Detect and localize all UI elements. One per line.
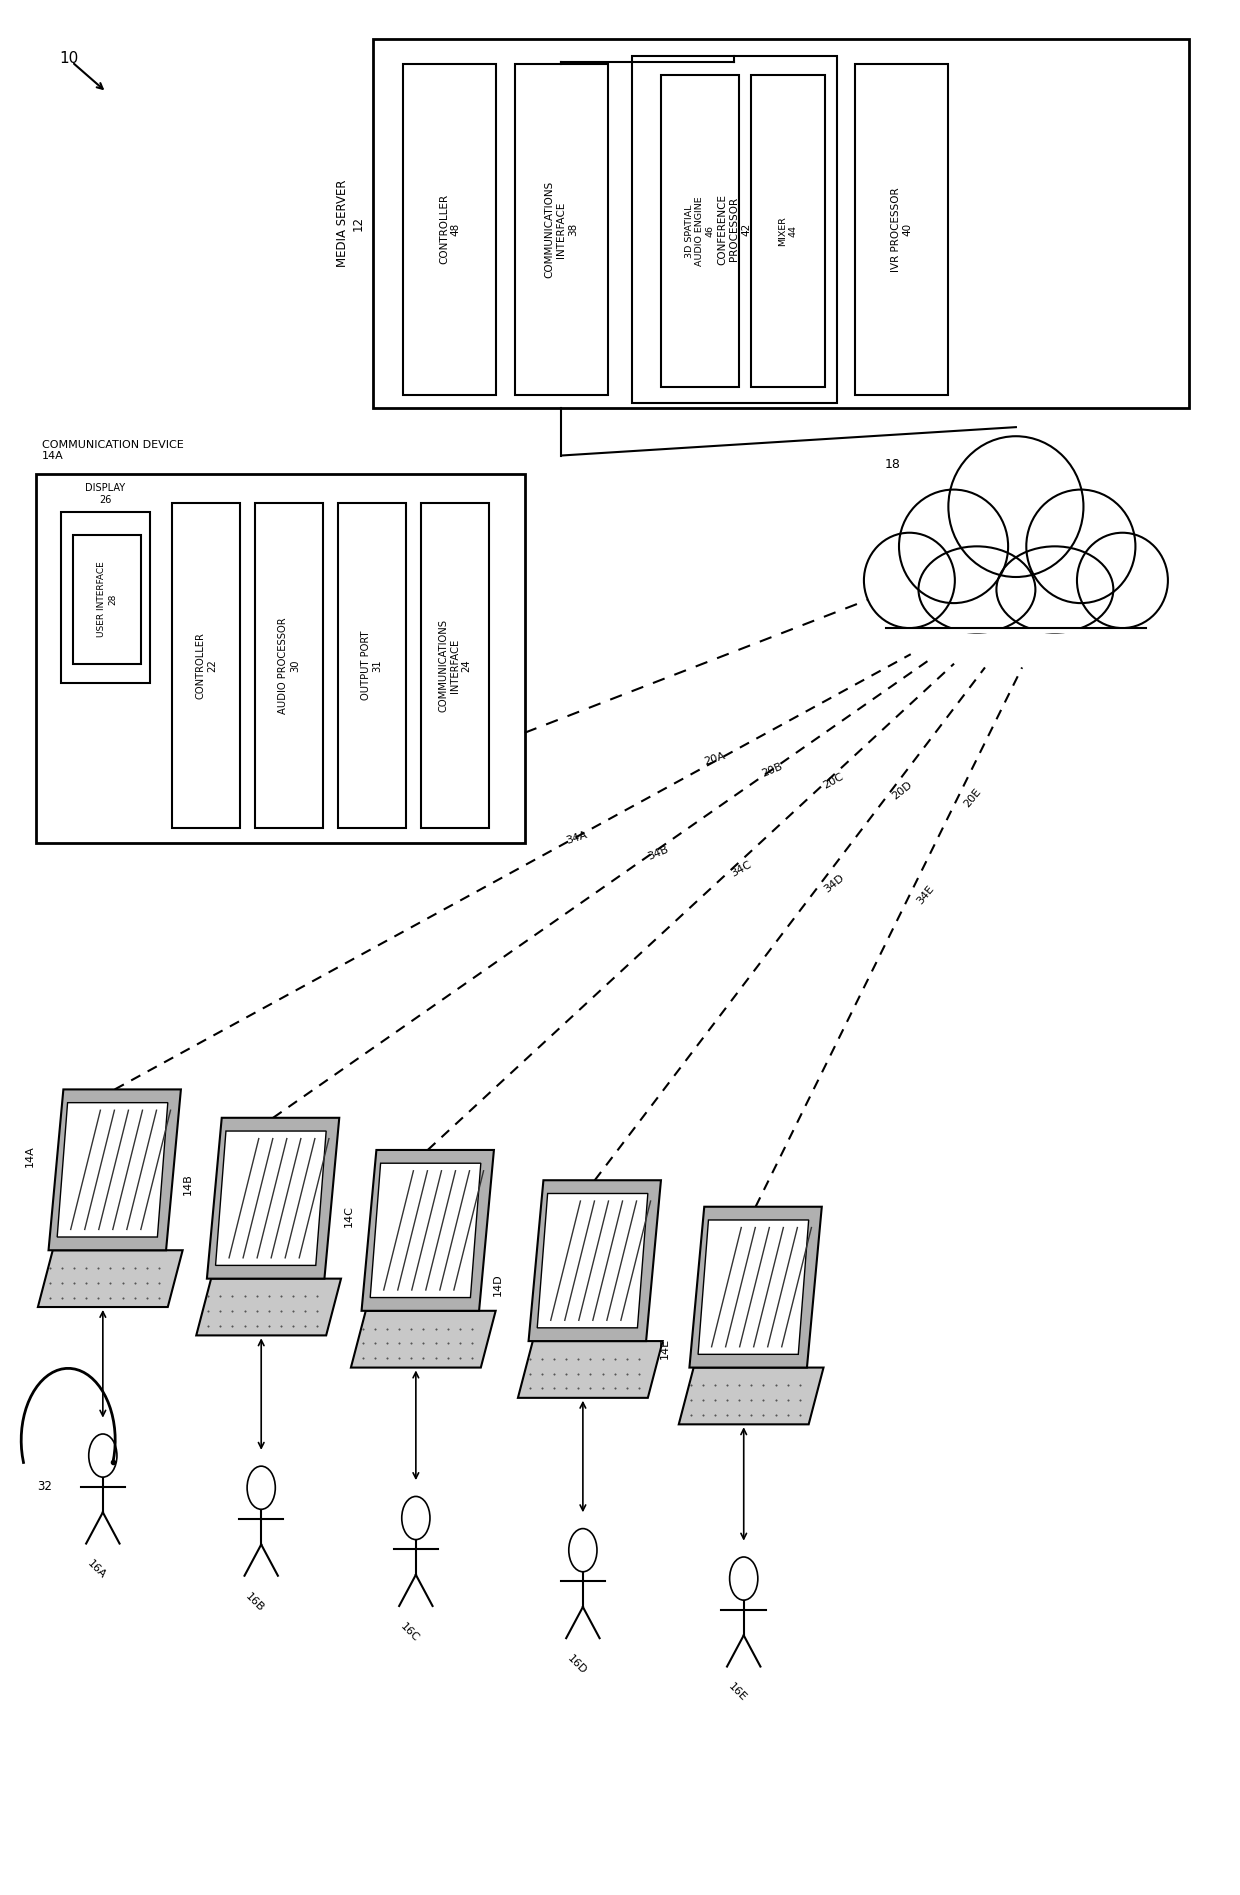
Text: 14D: 14D <box>492 1273 502 1296</box>
Text: COMMUNICATION DEVICE
14A: COMMUNICATION DEVICE 14A <box>42 440 184 460</box>
Polygon shape <box>38 1251 182 1308</box>
Polygon shape <box>216 1131 326 1266</box>
Text: MEDIA SERVER
12: MEDIA SERVER 12 <box>336 180 365 267</box>
Text: 3D SPATIAL
AUDIO ENGINE
46: 3D SPATIAL AUDIO ENGINE 46 <box>684 197 714 265</box>
Ellipse shape <box>997 546 1114 633</box>
FancyBboxPatch shape <box>73 534 141 663</box>
FancyBboxPatch shape <box>661 76 739 387</box>
FancyBboxPatch shape <box>420 502 489 828</box>
Polygon shape <box>48 1090 181 1251</box>
Ellipse shape <box>1078 532 1168 627</box>
Text: CONTROLLER
22: CONTROLLER 22 <box>196 633 217 699</box>
Text: 34C: 34C <box>729 858 754 879</box>
Polygon shape <box>57 1103 167 1237</box>
Text: COMMUNICATIONS
INTERFACE
38: COMMUNICATIONS INTERFACE 38 <box>544 180 578 279</box>
Text: 20D: 20D <box>890 779 914 802</box>
Text: IVR PROCESSOR
40: IVR PROCESSOR 40 <box>890 188 913 271</box>
FancyBboxPatch shape <box>856 64 947 394</box>
Text: 14B: 14B <box>184 1173 193 1196</box>
Text: 16D: 16D <box>565 1652 588 1677</box>
FancyBboxPatch shape <box>515 64 608 394</box>
Text: COMMUNICATIONS
INTERFACE
24: COMMUNICATIONS INTERFACE 24 <box>438 620 471 713</box>
Text: 18: 18 <box>884 459 900 472</box>
FancyBboxPatch shape <box>36 474 525 843</box>
Polygon shape <box>371 1164 481 1298</box>
FancyBboxPatch shape <box>372 40 1189 407</box>
Circle shape <box>569 1529 596 1571</box>
Text: 16E: 16E <box>727 1681 749 1704</box>
Text: 14C: 14C <box>343 1205 353 1228</box>
Polygon shape <box>698 1220 808 1355</box>
Text: 34E: 34E <box>915 883 936 906</box>
Polygon shape <box>689 1207 822 1368</box>
Polygon shape <box>362 1150 494 1311</box>
FancyBboxPatch shape <box>879 574 1152 631</box>
Circle shape <box>247 1467 275 1508</box>
Text: 20A: 20A <box>703 750 727 767</box>
Text: 16C: 16C <box>398 1620 420 1643</box>
Text: OUTPUT PORT
31: OUTPUT PORT 31 <box>361 631 383 701</box>
Polygon shape <box>537 1194 647 1328</box>
FancyBboxPatch shape <box>339 502 405 828</box>
Text: MIXER
44: MIXER 44 <box>779 216 799 246</box>
Text: AUDIO PROCESSOR
30: AUDIO PROCESSOR 30 <box>278 618 300 714</box>
Ellipse shape <box>864 532 955 627</box>
Polygon shape <box>528 1181 661 1342</box>
Text: 14E: 14E <box>660 1338 670 1359</box>
Text: 20C: 20C <box>822 771 846 790</box>
FancyBboxPatch shape <box>751 76 826 387</box>
Text: 14A: 14A <box>25 1145 35 1167</box>
Text: 16B: 16B <box>244 1592 267 1613</box>
Polygon shape <box>207 1118 340 1279</box>
Text: 20B: 20B <box>760 762 785 779</box>
Polygon shape <box>196 1279 341 1336</box>
Text: 34A: 34A <box>565 830 589 847</box>
Text: 34D: 34D <box>822 872 846 894</box>
Ellipse shape <box>949 436 1084 576</box>
Text: 10: 10 <box>60 51 79 66</box>
Text: 34B: 34B <box>646 845 671 862</box>
Circle shape <box>89 1435 117 1476</box>
Text: CONFERENCE
PROCESSOR
42: CONFERENCE PROCESSOR 42 <box>718 193 751 265</box>
Text: 20E: 20E <box>962 786 983 809</box>
FancyBboxPatch shape <box>172 502 241 828</box>
Polygon shape <box>351 1311 496 1368</box>
Ellipse shape <box>899 489 1008 603</box>
Text: CONTROLLER
48: CONTROLLER 48 <box>439 195 461 265</box>
FancyBboxPatch shape <box>255 502 324 828</box>
Text: 16A: 16A <box>86 1560 108 1580</box>
Ellipse shape <box>1027 489 1136 603</box>
Text: DISPLAY
26: DISPLAY 26 <box>86 483 125 504</box>
FancyBboxPatch shape <box>632 57 837 402</box>
Ellipse shape <box>919 546 1035 633</box>
Polygon shape <box>518 1342 662 1399</box>
Polygon shape <box>678 1368 823 1425</box>
Text: 32: 32 <box>37 1480 52 1493</box>
FancyBboxPatch shape <box>403 64 496 394</box>
FancyBboxPatch shape <box>61 512 150 682</box>
Circle shape <box>402 1497 430 1539</box>
Text: USER INTERFACE
28: USER INTERFACE 28 <box>98 561 117 637</box>
Circle shape <box>729 1558 758 1599</box>
